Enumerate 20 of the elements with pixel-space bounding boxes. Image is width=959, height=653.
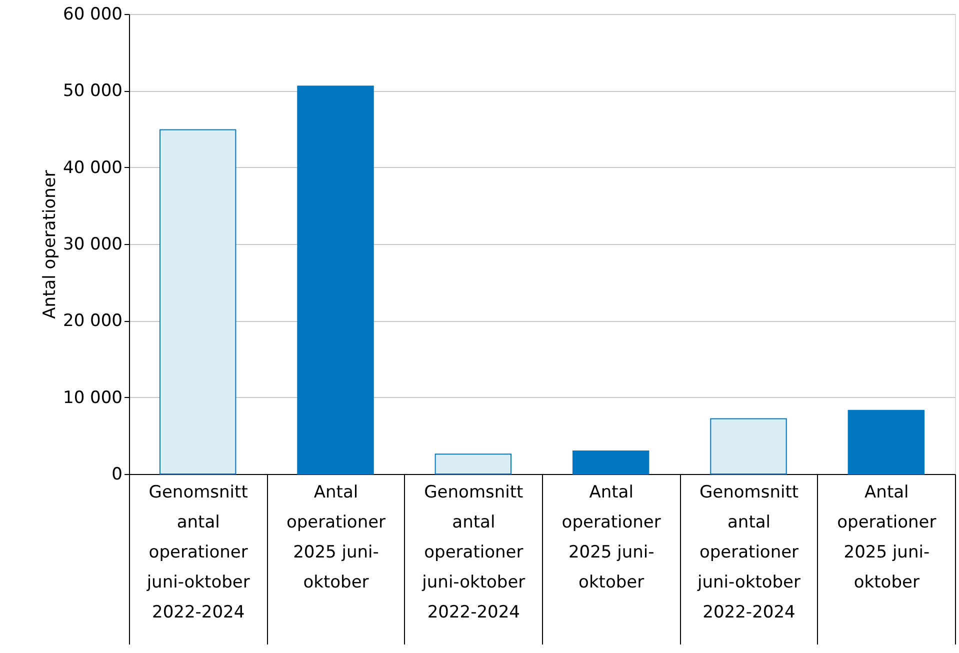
bar <box>572 450 650 474</box>
y-tick-label: 0 <box>112 464 122 484</box>
y-tick-label: 30 000 <box>63 234 122 254</box>
x-tick-label: Genomsnitt antal operationer juni-oktober 2022-2024 <box>421 482 526 622</box>
x-tick-label: Genomsnitt antal operationer juni-oktober 2022-2024 <box>146 482 250 622</box>
y-tick-label: 60 000 <box>63 4 122 24</box>
y-tick-label: 50 000 <box>63 81 122 102</box>
x-tick-label: Antal operationer 2025 juni-oktober <box>837 482 936 592</box>
x-tick-label: Antal operationer 2025 juni-oktober <box>286 482 386 592</box>
y-tick-label: 10 000 <box>63 388 122 408</box>
x-tick-label: Antal operationer 2025 juni-oktober <box>562 482 661 592</box>
y-tick-label: 40 000 <box>63 158 122 178</box>
y-axis-title: Antal operationer <box>40 170 60 319</box>
bar <box>297 86 374 474</box>
bar <box>710 418 787 474</box>
bar <box>159 129 236 474</box>
y-tick-label: 20 000 <box>63 311 122 332</box>
x-tick-label: Genomsnitt antal operationer juni-oktober 2022-2024 <box>696 482 801 622</box>
bar <box>434 454 512 474</box>
bar <box>848 410 925 474</box>
